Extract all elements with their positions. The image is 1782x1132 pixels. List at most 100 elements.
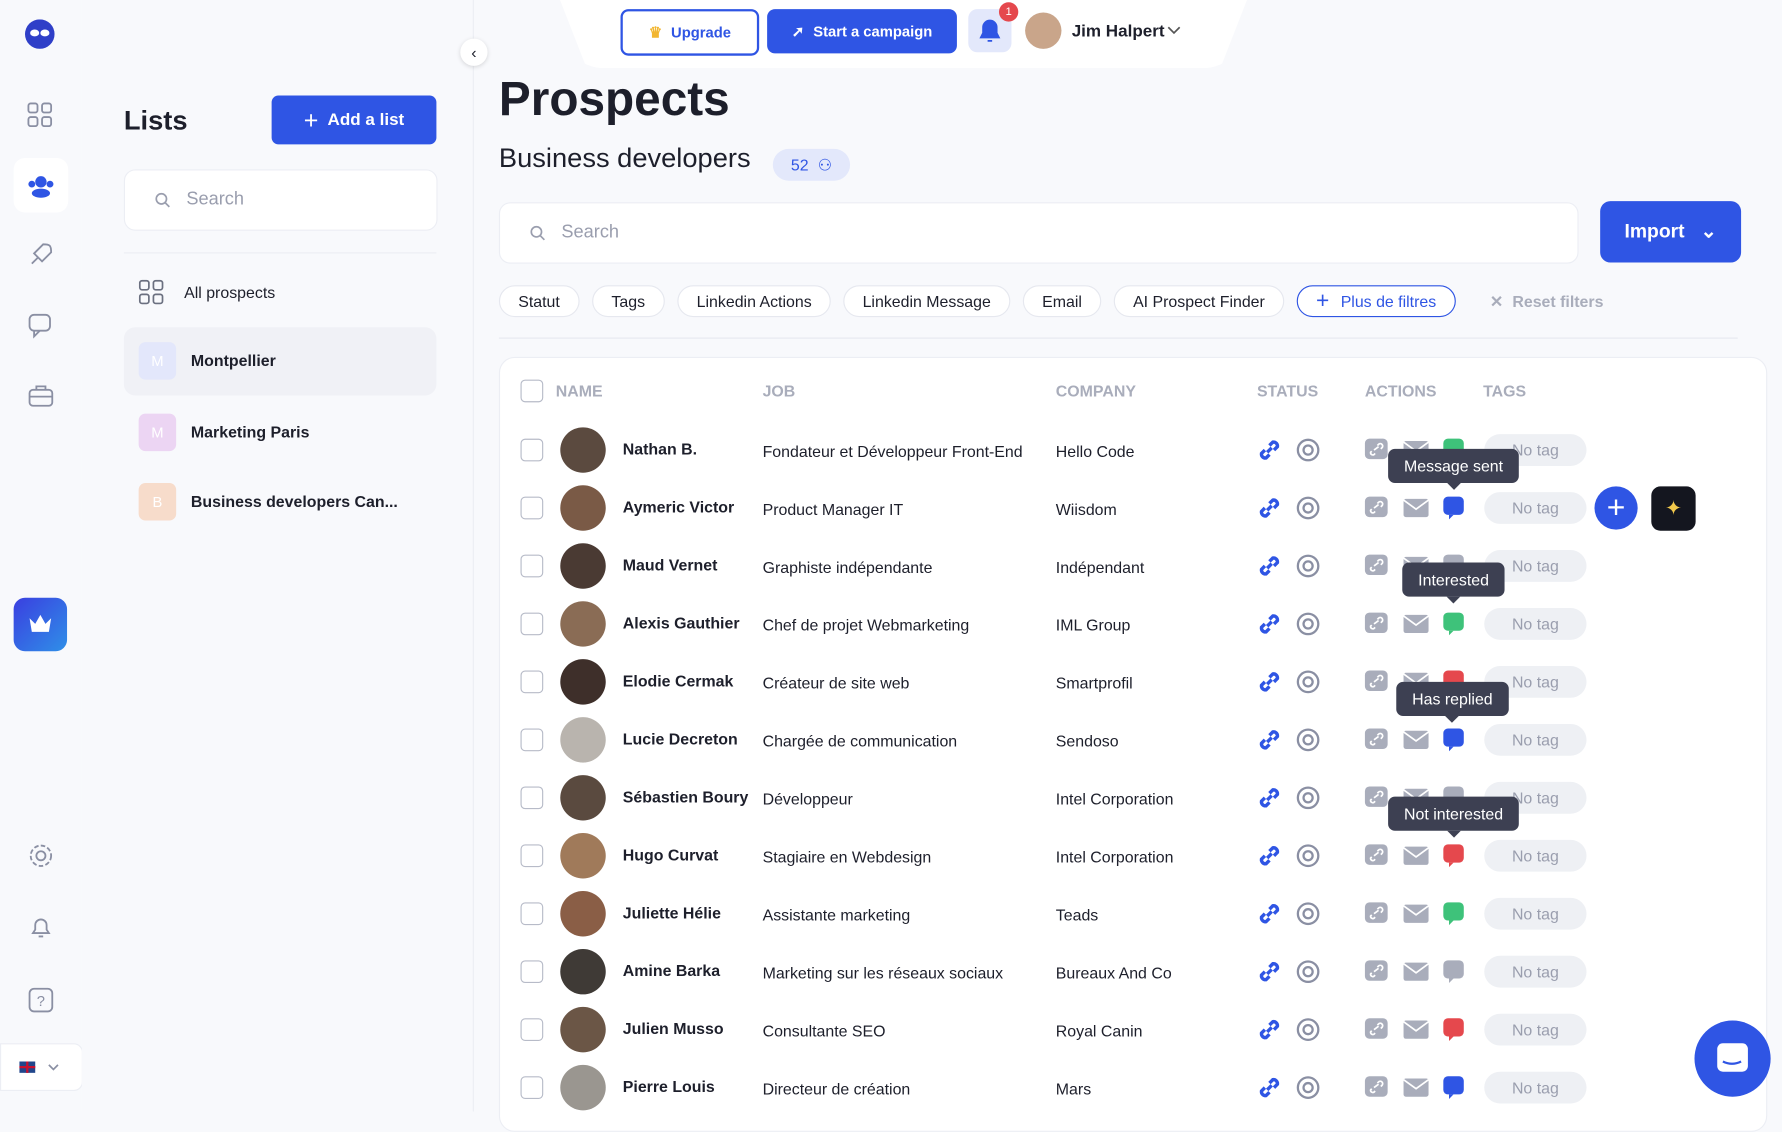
row-checkbox[interactable] xyxy=(520,960,544,984)
search-icon xyxy=(530,225,545,241)
row-checkbox[interactable] xyxy=(520,496,544,520)
prospect-name[interactable]: Elodie Cermak xyxy=(622,671,734,690)
prospects-icon xyxy=(28,176,54,198)
tag-pill[interactable]: No tag xyxy=(1484,1071,1587,1104)
linkedin-status xyxy=(1259,498,1280,518)
avatar xyxy=(560,601,606,647)
briefcase-icon[interactable] xyxy=(27,382,54,409)
avatar xyxy=(560,1064,606,1111)
campaign-button[interactable]: ➚ Start a campaign xyxy=(767,9,957,54)
filter-chip[interactable]: Statut xyxy=(498,285,580,318)
reset-filters[interactable]: ✕ Reset filters xyxy=(1490,292,1604,311)
row-checkbox[interactable] xyxy=(520,786,544,810)
prospect-name[interactable]: Aymeric Victor xyxy=(622,497,735,516)
rocket: ➚ xyxy=(791,22,805,40)
email-status xyxy=(1296,902,1320,926)
tag-pill[interactable]: No tag xyxy=(1484,723,1587,756)
more-filters[interactable]: + Plus de filtres xyxy=(1296,285,1456,318)
help-icon[interactable]: ? xyxy=(27,986,54,1013)
messages-icon[interactable] xyxy=(27,311,54,339)
import-button[interactable]: Import ⌄ xyxy=(1600,201,1742,263)
prospect-name[interactable]: Juliette Hélie xyxy=(622,903,721,922)
bell-icon[interactable] xyxy=(27,914,54,941)
search-icon xyxy=(155,192,170,208)
filter-chip[interactable]: Linkedin Actions xyxy=(677,285,831,318)
add-action-button[interactable]: + xyxy=(1594,486,1638,530)
prospect-job: Chef de projet Webmarketing xyxy=(762,615,970,635)
settings-icon[interactable] xyxy=(27,842,54,869)
list-label[interactable]: Montpellier xyxy=(190,351,276,370)
ai-button[interactable]: ✦ xyxy=(1651,486,1696,531)
column-header: JOB xyxy=(762,381,796,401)
prospect-name[interactable]: Amine Barka xyxy=(622,961,721,980)
crown-icon xyxy=(29,614,52,632)
tag-pill[interactable]: No tag xyxy=(1484,492,1587,524)
prospect-name[interactable]: Pierre Louis xyxy=(622,1077,715,1096)
filter-chip[interactable]: Tags xyxy=(592,285,665,318)
prospect-company: Teads xyxy=(1055,905,1099,924)
upgrade-nav[interactable] xyxy=(13,597,68,652)
list-label[interactable]: Business developers Can... xyxy=(190,492,398,511)
prospect-name[interactable]: Maud Vernet xyxy=(622,555,718,574)
row-checkbox[interactable] xyxy=(520,1076,544,1099)
list-subtitle: Business developers xyxy=(498,143,751,174)
row-checkbox[interactable] xyxy=(520,554,544,578)
upgrade-label: Upgrade xyxy=(671,23,731,41)
prospect-name[interactable]: Hugo Curvat xyxy=(622,845,719,864)
header-checkbox[interactable] xyxy=(520,379,544,403)
divider xyxy=(123,252,437,254)
message-action xyxy=(1443,496,1464,520)
prospect-company: Hello Code xyxy=(1055,442,1135,461)
email-action xyxy=(1403,1078,1430,1097)
row-checkbox[interactable] xyxy=(520,670,544,694)
filter-chip[interactable]: Linkedin Message xyxy=(843,285,1011,318)
message-action xyxy=(1443,1018,1464,1042)
dashboard-icon[interactable] xyxy=(27,102,53,128)
row-checkbox[interactable] xyxy=(520,902,544,926)
filter-chip[interactable]: AI Prospect Finder xyxy=(1113,285,1285,318)
avatar xyxy=(560,717,606,763)
import-label: Import xyxy=(1624,220,1685,243)
tag-pill[interactable]: No tag xyxy=(1484,955,1587,988)
user-caret[interactable] xyxy=(1166,25,1182,36)
message-action xyxy=(1443,1076,1464,1099)
tag-pill[interactable]: No tag xyxy=(1484,839,1587,872)
collapse-button[interactable]: ‹ xyxy=(460,38,488,66)
list-label[interactable]: All prospects xyxy=(184,282,276,302)
row-checkbox[interactable] xyxy=(520,1018,544,1042)
row-checkbox[interactable] xyxy=(520,438,544,462)
row-checkbox[interactable] xyxy=(520,844,544,868)
list-initial: M xyxy=(138,413,177,452)
linkedin-status xyxy=(1259,788,1280,808)
campaign-icon[interactable] xyxy=(27,241,54,268)
prospect-name[interactable]: Sébastien Boury xyxy=(622,787,749,806)
prospect-name[interactable]: Julien Musso xyxy=(622,1019,724,1038)
prospect-company: Intel Corporation xyxy=(1055,789,1174,809)
upgrade-button[interactable]: ♛ Upgrade xyxy=(620,9,760,56)
chat-launcher[interactable] xyxy=(1694,1020,1771,1097)
user-name[interactable]: Jim Halpert xyxy=(1071,21,1165,41)
tag-pill[interactable]: No tag xyxy=(1484,1013,1587,1046)
list-label[interactable]: Marketing Paris xyxy=(190,422,310,441)
prospect-search[interactable]: Search xyxy=(498,202,1579,264)
lists-search[interactable]: Search xyxy=(123,169,438,231)
linkedin-action xyxy=(1364,670,1388,691)
tag-pill[interactable]: No tag xyxy=(1484,897,1587,930)
linkedin-status xyxy=(1259,962,1280,982)
linkedin-status xyxy=(1259,730,1280,750)
plus-icon: + xyxy=(1316,288,1330,314)
email-action xyxy=(1403,1020,1430,1039)
tag-pill[interactable]: No tag xyxy=(1484,608,1587,640)
prospect-name[interactable]: Nathan B. xyxy=(622,439,698,459)
row-checkbox[interactable] xyxy=(520,612,544,636)
language-select[interactable] xyxy=(0,1043,83,1092)
prospect-job: Fondateur et Développeur Front-End xyxy=(762,442,1023,461)
prospect-name[interactable]: Alexis Gauthier xyxy=(622,613,740,632)
email-action xyxy=(1403,846,1430,865)
add-list-button[interactable]: + Add a list xyxy=(271,95,437,145)
row-checkbox[interactable] xyxy=(520,728,544,752)
filter-chip[interactable]: Email xyxy=(1022,285,1102,318)
list-initial: B xyxy=(138,483,177,521)
prospect-name[interactable]: Lucie Decreton xyxy=(622,729,738,748)
